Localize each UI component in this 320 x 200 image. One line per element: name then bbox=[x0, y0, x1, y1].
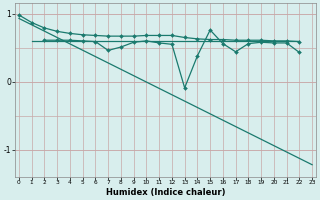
X-axis label: Humidex (Indice chaleur): Humidex (Indice chaleur) bbox=[106, 188, 225, 197]
